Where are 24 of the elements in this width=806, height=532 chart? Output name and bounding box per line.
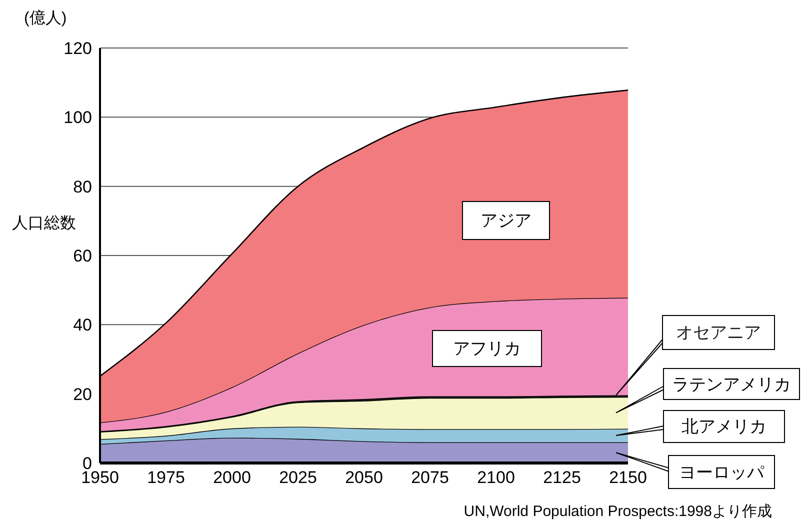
series-label: アジア <box>462 201 550 240</box>
legend-label: 北アメリカ <box>663 410 785 443</box>
y-tick-label: 80 <box>73 177 92 196</box>
x-tick-label: 1975 <box>147 468 185 488</box>
y-tick-label: 100 <box>64 108 92 128</box>
text: UN,World Population Prospects:1998より作成 <box>464 502 772 521</box>
x-tick-label: 2000 <box>213 468 251 488</box>
x-tick-label: 2025 <box>279 468 317 488</box>
x-tick-label: 2125 <box>543 468 581 488</box>
y-tick-label: 40 <box>73 316 92 335</box>
series-label: アフリカ <box>432 330 542 367</box>
text: オセアニア <box>662 315 775 350</box>
x-tick-label: 2075 <box>411 468 449 488</box>
x-tick-label: 2050 <box>345 468 383 488</box>
text: (億人) <box>24 8 67 29</box>
y-tick-label: 60 <box>73 246 92 266</box>
x-tick-label: 2100 <box>477 468 515 488</box>
x-tick-label: 2150 <box>609 468 647 488</box>
y-axis-title: 人口総数 <box>12 214 76 234</box>
y-tick-label: 120 <box>64 39 92 58</box>
x-tick-label: 1950 <box>81 468 119 488</box>
text: ラテンアメリカ <box>663 368 800 400</box>
y-tick-label: 20 <box>73 384 92 404</box>
legend-label: ヨーロッパ <box>668 455 775 489</box>
